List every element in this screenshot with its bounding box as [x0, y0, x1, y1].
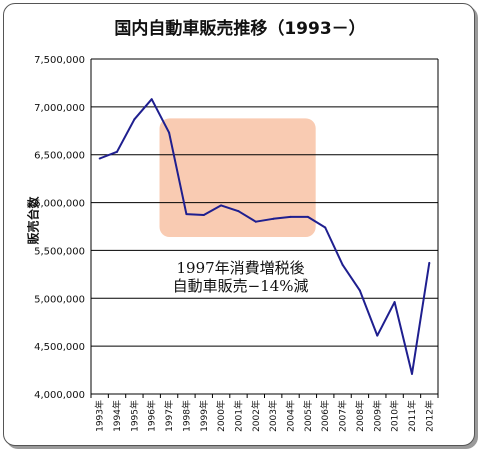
- x-tick-label: 2008年: [354, 400, 366, 432]
- y-tick-label: 5,500,000: [34, 246, 85, 257]
- y-tick-label: 7,500,000: [34, 55, 85, 66]
- x-tick-label: 1999年: [198, 400, 210, 432]
- data-point: [410, 372, 413, 375]
- x-tick-label: 1996年: [146, 400, 158, 432]
- data-point: [289, 215, 292, 218]
- data-point: [324, 226, 327, 229]
- chart-title: 国内自動車販売推移（1993－）: [114, 19, 366, 39]
- annotation-text: 1997年消費増税後: [177, 259, 305, 277]
- x-tick-label: 2003年: [267, 400, 279, 432]
- x-tick-label: 2007年: [337, 400, 349, 432]
- x-tick-label: 2012年: [423, 400, 435, 432]
- data-point: [393, 301, 396, 304]
- data-point: [168, 131, 171, 134]
- y-tick-label: 6,500,000: [34, 151, 85, 162]
- data-point: [341, 263, 344, 266]
- data-point: [358, 289, 361, 292]
- y-tick-label: 5,000,000: [34, 294, 85, 305]
- data-point: [150, 98, 153, 101]
- data-point: [254, 220, 257, 223]
- data-point: [306, 215, 309, 218]
- x-tick-label: 2010年: [389, 400, 401, 432]
- x-tick-label: 1997年: [163, 400, 175, 432]
- data-point: [202, 214, 205, 217]
- x-tick-label: 2000年: [215, 400, 227, 432]
- data-point: [133, 118, 136, 121]
- x-tick-label: 2005年: [302, 400, 314, 432]
- y-tick-label: 4,000,000: [34, 390, 85, 401]
- data-point: [220, 204, 223, 207]
- data-point: [185, 213, 188, 216]
- x-tick-label: 2009年: [371, 400, 383, 432]
- data-point: [376, 334, 379, 337]
- x-tick-label: 2001年: [232, 400, 244, 432]
- annotation-text: 自動車販売−14%減: [173, 277, 309, 295]
- data-point: [98, 157, 101, 160]
- data-point: [428, 261, 431, 264]
- x-tick-label: 2004年: [285, 400, 297, 432]
- data-point: [237, 210, 240, 213]
- data-point: [272, 217, 275, 220]
- y-tick-label: 6,000,000: [34, 199, 85, 210]
- x-tick-label: 1993年: [94, 400, 106, 432]
- series-line: [99, 98, 431, 375]
- x-tick-label: 2002年: [250, 400, 262, 432]
- x-tick-label: 2011年: [406, 400, 418, 432]
- x-tick-label: 1994年: [111, 400, 123, 432]
- x-tick-label: 1995年: [128, 400, 140, 432]
- data-point: [116, 150, 119, 153]
- y-tick-label: 4,500,000: [34, 342, 85, 353]
- y-tick-label: 7,000,000: [34, 103, 85, 114]
- x-tick-label: 2006年: [319, 400, 331, 432]
- annotation-highlight: [159, 118, 316, 238]
- x-tick-label: 1998年: [180, 400, 192, 432]
